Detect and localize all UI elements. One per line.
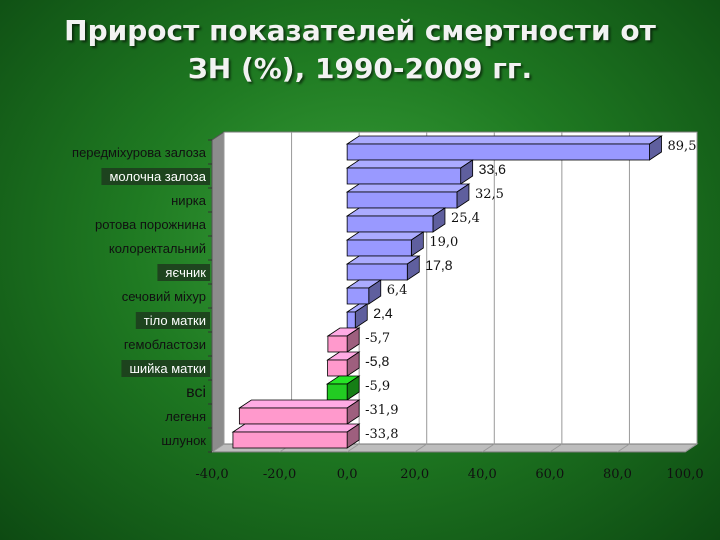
- category-label: шлунок: [161, 433, 206, 448]
- category-label: нирка: [171, 193, 207, 208]
- category-label: молочна залоза: [109, 169, 206, 184]
- category-label: колоректальний: [109, 241, 206, 256]
- chart-title-line-2: ЗН (%), 1990-2009 гг.: [187, 52, 533, 85]
- category-label: легеня: [165, 409, 206, 424]
- category-label: яєчник: [165, 265, 206, 280]
- chart-title: Прирост показателей смертности от ЗН (%)…: [0, 12, 720, 88]
- x-tick-label: 20,0: [400, 467, 429, 482]
- bar-front-face: [346, 167, 462, 185]
- chart-title-line-1: Прирост показателей смертности от: [64, 14, 656, 47]
- x-tick-label: 60,0: [535, 467, 564, 482]
- bar-top-face: [345, 207, 447, 217]
- gridline-floor: [482, 443, 495, 453]
- bar-2: 32,5 нирка: [171, 183, 504, 209]
- category-label-box: [135, 312, 210, 329]
- bar-1: 33,6 молочна залоза: [101, 159, 506, 185]
- bar-front-face: [327, 335, 348, 353]
- x-tick-label: -40,0: [195, 467, 228, 482]
- value-label: -5,9: [365, 379, 390, 394]
- gridline-floor: [549, 443, 563, 453]
- bar-front-face: [346, 311, 356, 329]
- bar-6: 6,4 сечовий міхур: [122, 279, 408, 305]
- bar-10: -5,9 всі: [186, 375, 390, 401]
- bar-4: 19,0 колоректальний: [109, 231, 458, 257]
- category-label: всі: [186, 384, 206, 401]
- value-label: 17,8: [425, 257, 452, 273]
- bar-front-face: [327, 359, 348, 377]
- gridline-floor: [346, 443, 360, 453]
- category-label: тіло матки: [144, 313, 206, 328]
- bar-front-face: [232, 431, 348, 449]
- x-tick-label: -20,0: [263, 467, 296, 482]
- gridline-floor: [684, 443, 698, 453]
- bar-9: -5,8 шийка матки: [121, 351, 389, 377]
- value-label: 19,0: [429, 235, 458, 250]
- bar-front-face: [346, 239, 412, 257]
- category-label-box: [121, 360, 210, 377]
- value-label: 33,6: [479, 161, 506, 177]
- value-label: 89,5: [668, 139, 697, 154]
- value-label: 32,5: [475, 187, 504, 202]
- category-label-box: [101, 168, 210, 185]
- bar-top-face: [231, 423, 361, 433]
- bar-front-face: [346, 191, 458, 209]
- bar-5: 17,8 яєчник: [157, 255, 453, 281]
- category-label: гемобластози: [124, 337, 206, 352]
- gridline-floor: [617, 443, 630, 453]
- gridline-floor: [414, 443, 427, 453]
- bar-front-face: [346, 287, 370, 305]
- bar-front-face: [346, 143, 650, 161]
- x-tick-label: 0,0: [337, 467, 358, 482]
- bar-top-face: [345, 183, 471, 193]
- x-tick-label: 40,0: [468, 467, 497, 482]
- bar-3: 25,4 ротова порожнина: [95, 207, 480, 233]
- bar-0: 89,5 передміхурова залоза: [72, 135, 697, 161]
- bar-front-face: [346, 215, 434, 233]
- bar-12: -33,8 шлунок: [161, 423, 398, 449]
- bar-front-face: [238, 407, 348, 425]
- x-tick-label: 80,0: [603, 467, 632, 482]
- bar-front-face: [346, 263, 408, 281]
- category-label: сечовий міхур: [122, 289, 206, 304]
- category-label: шийка матки: [129, 361, 206, 376]
- value-label: -5,7: [365, 331, 390, 346]
- category-label: передміхурова залоза: [72, 145, 207, 160]
- x-tick-label: 100,0: [666, 467, 703, 482]
- value-label: -31,9: [365, 403, 398, 418]
- gridline-floor: [211, 443, 225, 453]
- category-label-box: [157, 264, 210, 281]
- category-label: ротова порожнина: [95, 217, 207, 232]
- plot-side-wall: [211, 131, 225, 453]
- bar-7: 2,4 тіло матки: [135, 303, 393, 329]
- bar-top-face: [345, 231, 425, 241]
- value-label: -5,8: [365, 353, 389, 369]
- value-label: 6,4: [387, 283, 408, 298]
- bar-front-face: [326, 383, 348, 401]
- value-label: 25,4: [451, 211, 480, 226]
- bar-top-face: [238, 399, 361, 409]
- bar-top-face: [345, 135, 663, 145]
- bar-8: -5,7 гемобластози: [124, 327, 390, 353]
- bar-top-face: [345, 159, 474, 169]
- value-label: 2,4: [373, 305, 393, 321]
- value-label: -33,8: [365, 427, 398, 442]
